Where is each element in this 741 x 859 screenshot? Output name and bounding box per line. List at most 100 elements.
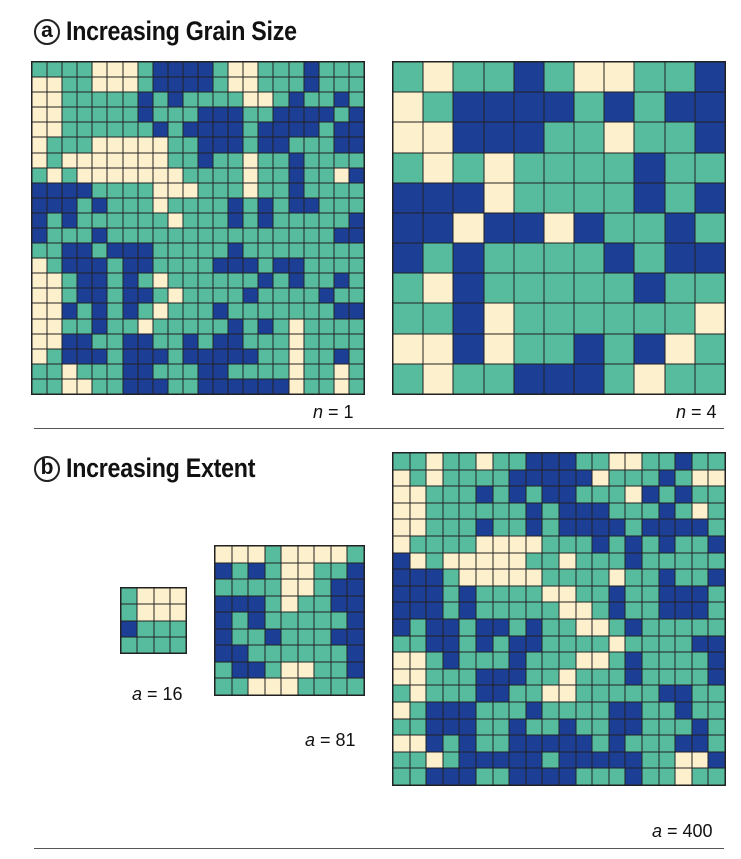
- cell-blue: [333, 348, 349, 364]
- cell-teal: [152, 227, 168, 244]
- cell-teal: [215, 579, 232, 596]
- cell-cream: [297, 562, 315, 580]
- cell-teal: [492, 486, 510, 503]
- cell-teal: [509, 585, 526, 603]
- cell-cream: [483, 152, 514, 183]
- cell-teal: [604, 273, 635, 304]
- cell-teal: [243, 227, 259, 244]
- cell-teal: [348, 333, 364, 349]
- cell-teal: [483, 273, 514, 304]
- cell-blue: [182, 333, 198, 349]
- cell-blue: [442, 718, 460, 736]
- cell-teal: [608, 486, 626, 503]
- cell-teal: [297, 595, 315, 613]
- cell-teal: [107, 212, 123, 228]
- cell-teal: [459, 519, 476, 536]
- cell-teal: [691, 619, 709, 636]
- cell-blue: [92, 197, 108, 213]
- cell-cream: [393, 122, 424, 153]
- caption-n1: n = 1: [313, 402, 354, 423]
- cell-teal: [442, 751, 460, 769]
- cell-teal: [318, 227, 334, 244]
- cell-blue: [264, 628, 282, 646]
- cell-blue: [509, 486, 526, 503]
- cell-blue: [258, 197, 274, 213]
- cell-cream: [608, 453, 626, 470]
- cell-blue: [288, 107, 304, 123]
- cell-teal: [592, 768, 609, 785]
- cell-teal: [592, 718, 609, 736]
- cell-teal: [243, 212, 259, 228]
- cell-teal: [409, 702, 427, 719]
- cell-teal: [47, 378, 63, 394]
- small-extent-grid: [120, 587, 187, 654]
- cell-blue: [303, 107, 319, 123]
- cell-blue: [122, 303, 138, 319]
- cell-teal: [169, 620, 186, 637]
- cell-teal: [107, 288, 123, 304]
- cell-blue: [426, 602, 443, 619]
- cell-cream: [32, 122, 48, 138]
- cell-teal: [77, 107, 93, 123]
- cell-teal: [574, 273, 605, 304]
- cell-cream: [32, 273, 48, 289]
- cell-teal: [303, 258, 319, 274]
- cell-blue: [152, 378, 168, 394]
- cell-teal: [642, 469, 659, 487]
- cell-teal: [258, 227, 274, 244]
- cell-cream: [167, 167, 183, 183]
- cell-teal: [575, 702, 593, 719]
- cell-blue: [592, 536, 609, 553]
- cell-teal: [228, 363, 244, 379]
- cell-teal: [303, 167, 319, 183]
- cell-teal: [314, 562, 331, 580]
- cell-teal: [625, 502, 642, 520]
- cell-teal: [107, 348, 123, 364]
- cell-teal: [675, 536, 692, 553]
- cell-teal: [574, 182, 605, 213]
- cell-blue: [525, 751, 543, 769]
- cell-teal: [122, 212, 138, 228]
- cell-teal: [658, 768, 676, 785]
- cell-teal: [708, 718, 725, 736]
- cell-blue: [197, 137, 214, 153]
- cell-blue: [215, 612, 232, 629]
- cell-blue: [330, 579, 348, 596]
- caption-a81-value: = 81: [315, 730, 356, 750]
- cell-cream: [281, 661, 298, 679]
- cell-blue: [426, 768, 443, 785]
- cell-teal: [333, 107, 349, 123]
- cell-teal: [409, 751, 427, 769]
- cell-cream: [423, 152, 454, 183]
- cell-cream: [393, 652, 410, 669]
- cell-blue: [197, 77, 214, 93]
- cell-teal: [642, 751, 659, 769]
- cell-blue: [228, 348, 244, 364]
- cell-teal: [542, 602, 559, 619]
- cell-blue: [409, 569, 427, 586]
- cell-teal: [303, 318, 319, 334]
- cell-cream: [47, 273, 63, 289]
- cell-cream: [393, 502, 410, 520]
- cell-blue: [608, 718, 626, 736]
- cell-blue: [426, 702, 443, 719]
- cell-teal: [318, 243, 334, 259]
- cell-teal: [167, 273, 183, 289]
- cell-teal: [634, 92, 665, 123]
- cell-blue: [333, 137, 349, 153]
- cell-blue: [77, 243, 93, 259]
- cell-teal: [273, 182, 289, 198]
- cell-teal: [122, 107, 138, 123]
- cell-teal: [492, 635, 510, 653]
- cell-cream: [483, 182, 514, 213]
- cell-teal: [675, 635, 692, 653]
- cell-teal: [442, 519, 460, 536]
- cell-blue: [231, 645, 249, 662]
- cell-blue: [77, 348, 93, 364]
- cell-blue: [393, 243, 424, 274]
- cell-blue: [675, 486, 692, 503]
- cell-teal: [333, 152, 349, 168]
- cell-teal: [348, 62, 364, 78]
- cell-blue: [273, 122, 289, 138]
- cell-cream: [122, 152, 138, 168]
